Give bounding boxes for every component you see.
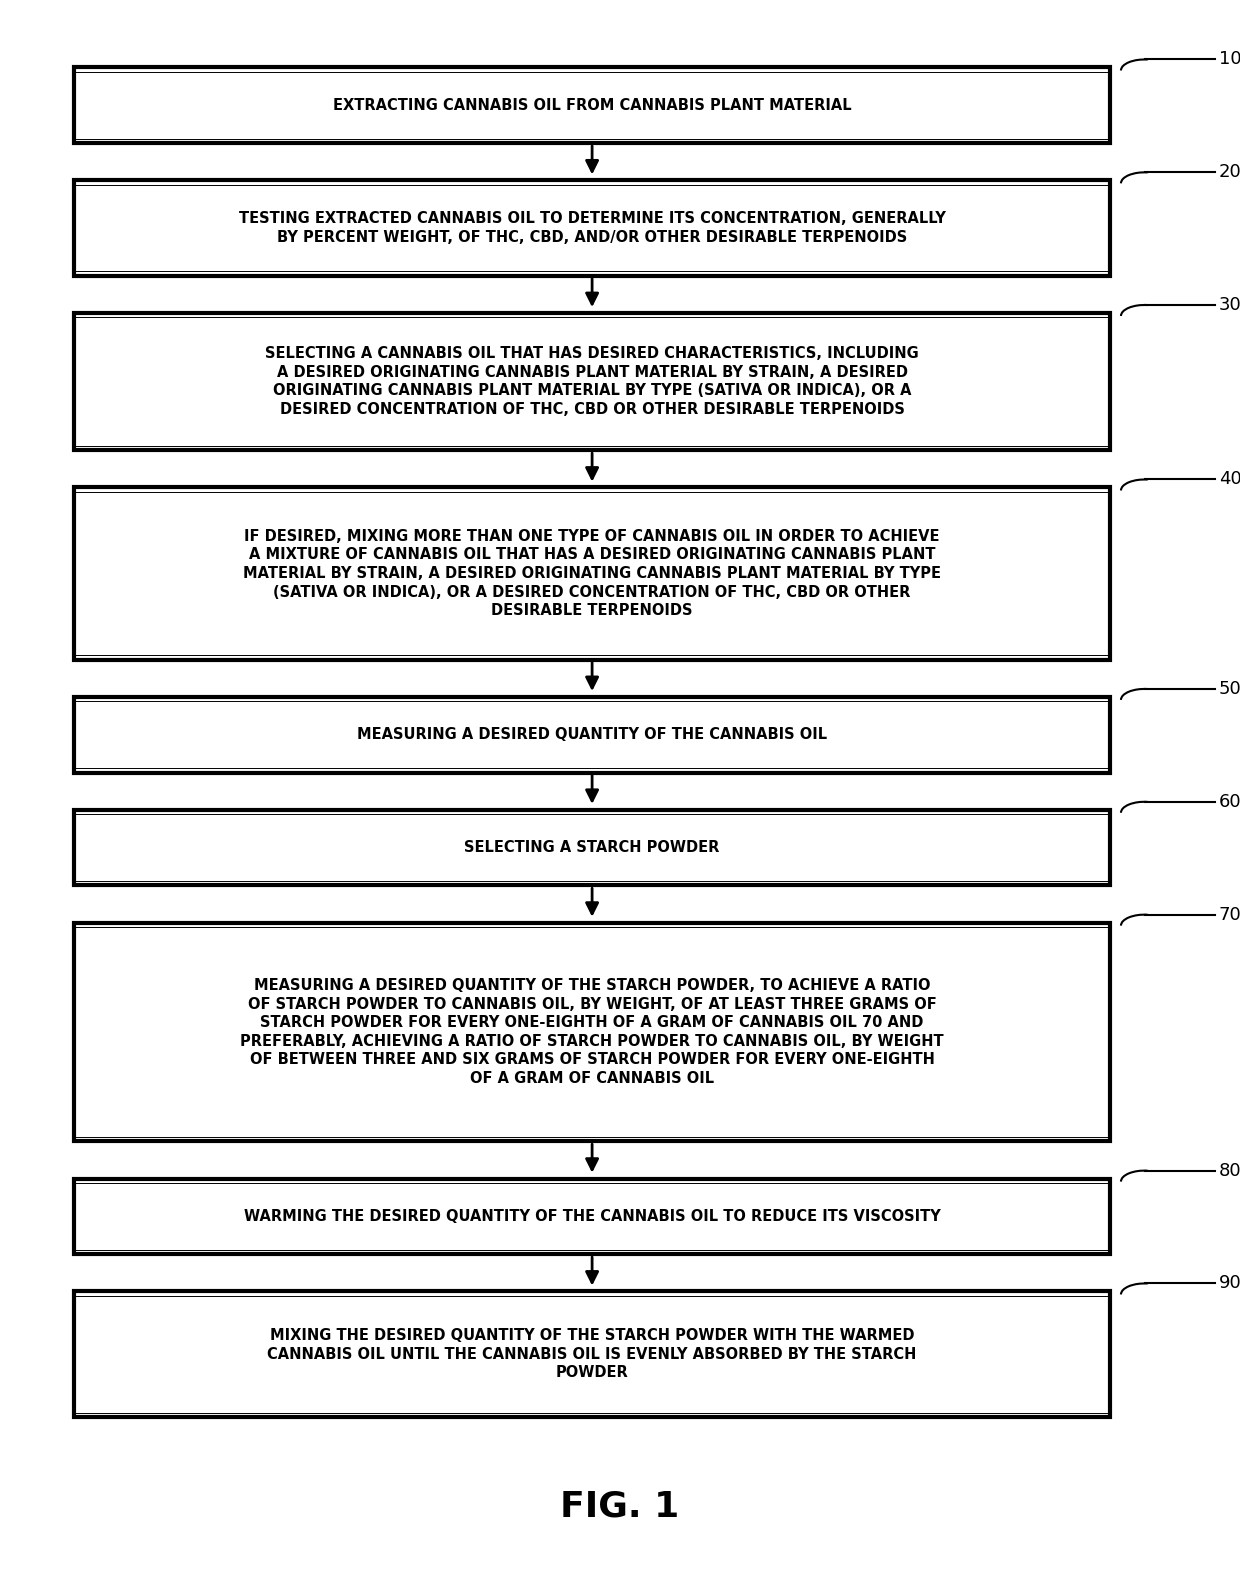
Text: 20: 20 [1219,163,1240,182]
Text: 90: 90 [1219,1275,1240,1292]
Text: SELECTING A CANNABIS OIL THAT HAS DESIRED CHARACTERISTICS, INCLUDING
A DESIRED O: SELECTING A CANNABIS OIL THAT HAS DESIRE… [265,346,919,417]
Text: 40: 40 [1219,471,1240,488]
Text: IF DESIRED, MIXING MORE THAN ONE TYPE OF CANNABIS OIL IN ORDER TO ACHIEVE
A MIXT: IF DESIRED, MIXING MORE THAN ONE TYPE OF… [243,529,941,618]
Text: MEASURING A DESIRED QUANTITY OF THE STARCH POWDER, TO ACHIEVE A RATIO
OF STARCH : MEASURING A DESIRED QUANTITY OF THE STAR… [241,978,944,1085]
FancyBboxPatch shape [74,68,1110,144]
Text: 10: 10 [1219,51,1240,68]
Text: WARMING THE DESIRED QUANTITY OF THE CANNABIS OIL TO REDUCE ITS VISCOSITY: WARMING THE DESIRED QUANTITY OF THE CANN… [244,1209,940,1224]
Text: MEASURING A DESIRED QUANTITY OF THE CANNABIS OIL: MEASURING A DESIRED QUANTITY OF THE CANN… [357,727,827,743]
Text: TESTING EXTRACTED CANNABIS OIL TO DETERMINE ITS CONCENTRATION, GENERALLY
BY PERC: TESTING EXTRACTED CANNABIS OIL TO DETERM… [238,212,946,245]
FancyBboxPatch shape [74,313,1110,450]
Text: 60: 60 [1219,793,1240,811]
Text: FIG. 1: FIG. 1 [560,1490,680,1523]
Text: SELECTING A STARCH POWDER: SELECTING A STARCH POWDER [465,841,719,855]
Text: EXTRACTING CANNABIS OIL FROM CANNABIS PLANT MATERIAL: EXTRACTING CANNABIS OIL FROM CANNABIS PL… [332,98,852,112]
FancyBboxPatch shape [74,180,1110,276]
FancyBboxPatch shape [74,697,1110,773]
FancyBboxPatch shape [74,488,1110,660]
FancyBboxPatch shape [74,923,1110,1141]
FancyBboxPatch shape [74,811,1110,885]
Text: 70: 70 [1219,905,1240,924]
Text: 50: 50 [1219,679,1240,698]
FancyBboxPatch shape [74,1179,1110,1255]
Text: 30: 30 [1219,295,1240,314]
FancyBboxPatch shape [74,1291,1110,1417]
Text: 80: 80 [1219,1161,1240,1180]
Text: MIXING THE DESIRED QUANTITY OF THE STARCH POWDER WITH THE WARMED
CANNABIS OIL UN: MIXING THE DESIRED QUANTITY OF THE STARC… [268,1329,916,1381]
